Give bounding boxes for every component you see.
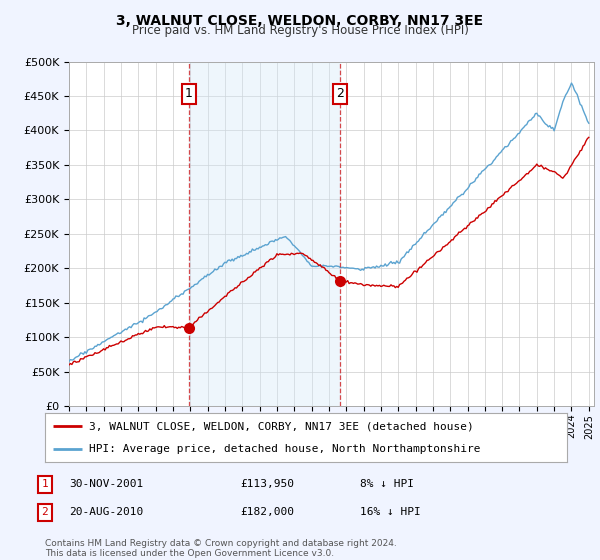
Text: 3, WALNUT CLOSE, WELDON, CORBY, NN17 3EE (detached house): 3, WALNUT CLOSE, WELDON, CORBY, NN17 3EE…	[89, 421, 474, 431]
Text: 1: 1	[41, 479, 49, 489]
Text: 16% ↓ HPI: 16% ↓ HPI	[360, 507, 421, 517]
Text: 20-AUG-2010: 20-AUG-2010	[69, 507, 143, 517]
Bar	[189, 62, 340, 406]
Text: HPI: Average price, detached house, North Northamptonshire: HPI: Average price, detached house, Nort…	[89, 444, 481, 454]
Text: £182,000: £182,000	[240, 507, 294, 517]
Text: £113,950: £113,950	[240, 479, 294, 489]
Text: Price paid vs. HM Land Registry's House Price Index (HPI): Price paid vs. HM Land Registry's House …	[131, 24, 469, 37]
Text: 8% ↓ HPI: 8% ↓ HPI	[360, 479, 414, 489]
Text: 2: 2	[336, 87, 344, 100]
Text: 3, WALNUT CLOSE, WELDON, CORBY, NN17 3EE: 3, WALNUT CLOSE, WELDON, CORBY, NN17 3EE	[116, 14, 484, 28]
Text: 2: 2	[41, 507, 49, 517]
Text: 30-NOV-2001: 30-NOV-2001	[69, 479, 143, 489]
Text: 1: 1	[185, 87, 193, 100]
Text: Contains HM Land Registry data © Crown copyright and database right 2024.
This d: Contains HM Land Registry data © Crown c…	[45, 539, 397, 558]
